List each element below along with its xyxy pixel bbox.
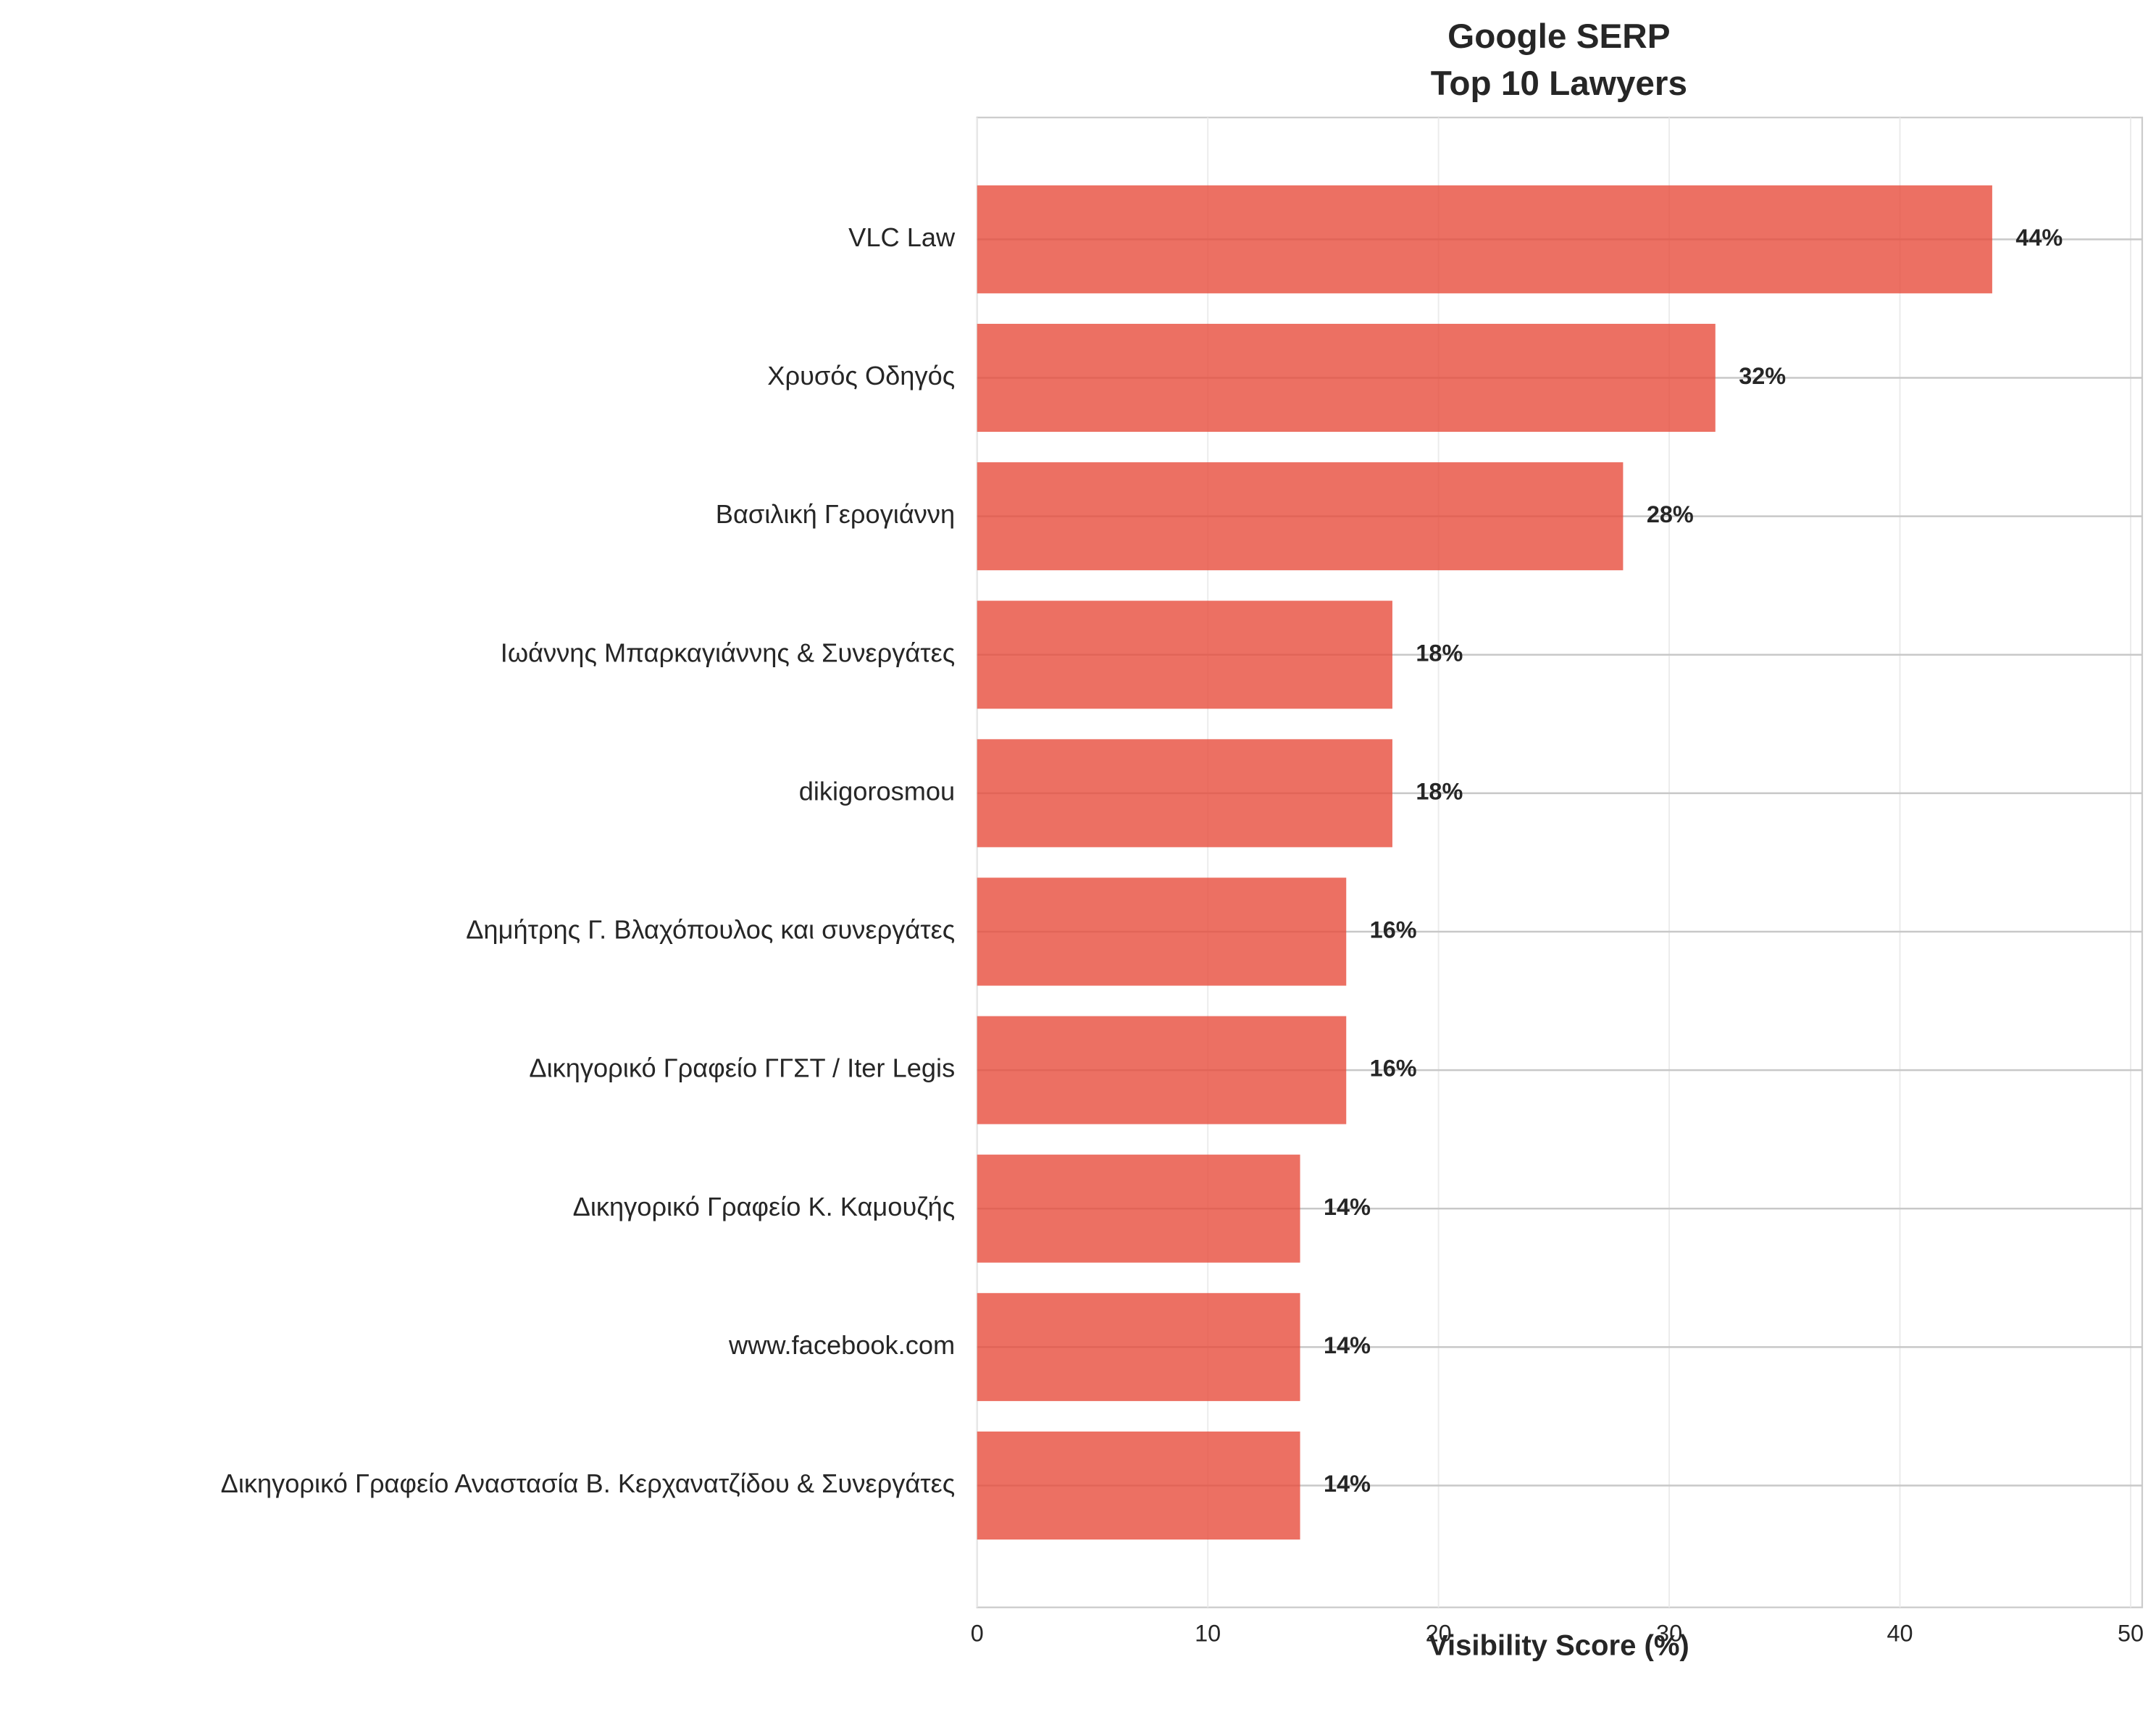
x-tick-label: 40: [1887, 1620, 1913, 1646]
bar: [977, 877, 1347, 986]
x-tick-label: 20: [1426, 1620, 1452, 1646]
y-tick-label: Χρυσός Οδηγός: [767, 361, 955, 390]
bar: [977, 462, 1624, 571]
x-tick-label: 0: [971, 1620, 984, 1646]
value-label: 14%: [1324, 1332, 1371, 1358]
value-label: 18%: [1416, 778, 1463, 804]
y-tick-label: Δικηγορικό Γραφείο Κ. Καμουζής: [573, 1192, 956, 1221]
bar: [977, 1431, 1300, 1540]
y-tick-label: Δημήτρης Γ. Βλαχόπουλος και συνεργάτες: [466, 915, 955, 945]
x-tick-label: 50: [2118, 1620, 2144, 1646]
bar: [977, 1154, 1300, 1263]
x-tick-label: 10: [1195, 1620, 1221, 1646]
value-label: 18%: [1416, 640, 1463, 666]
x-tick-label: 30: [1656, 1620, 1682, 1646]
y-tick-label: VLC Law: [848, 222, 956, 252]
bar: [977, 1016, 1347, 1124]
bar: [977, 601, 1392, 709]
y-tick-label: Βασιλική Γερογιάννη: [716, 499, 955, 529]
y-tick-label: Δικηγορικό Γραφείο Αναστασία Β. Κερχανατ…: [221, 1469, 956, 1498]
value-label: 28%: [1647, 501, 1694, 527]
bar: [977, 739, 1392, 848]
value-label: 44%: [2015, 225, 2063, 251]
chart-title: Top 10 Lawyers: [1431, 64, 1687, 103]
value-label: 14%: [1324, 1194, 1371, 1220]
bar: [977, 323, 1716, 433]
value-label: 32%: [1739, 363, 1786, 389]
x-axis-label: Visibility Score (%): [1429, 1630, 1689, 1662]
value-label: 16%: [1370, 917, 1417, 943]
bar: [977, 185, 1992, 293]
y-tick-label: Δικηγορικό Γραφείο ΓΓΣΤ / Iter Legis: [529, 1053, 955, 1083]
y-tick-label: Ιωάννης Μπαρκαγιάννης & Συνεργάτες: [501, 638, 955, 667]
value-label: 14%: [1324, 1471, 1371, 1497]
value-label: 16%: [1370, 1056, 1417, 1082]
bar: [977, 1292, 1300, 1401]
y-tick-label: www.facebook.com: [728, 1330, 955, 1360]
chart-title: Google SERP: [1447, 17, 1670, 56]
y-tick-label: dikigorosmou: [799, 776, 955, 806]
